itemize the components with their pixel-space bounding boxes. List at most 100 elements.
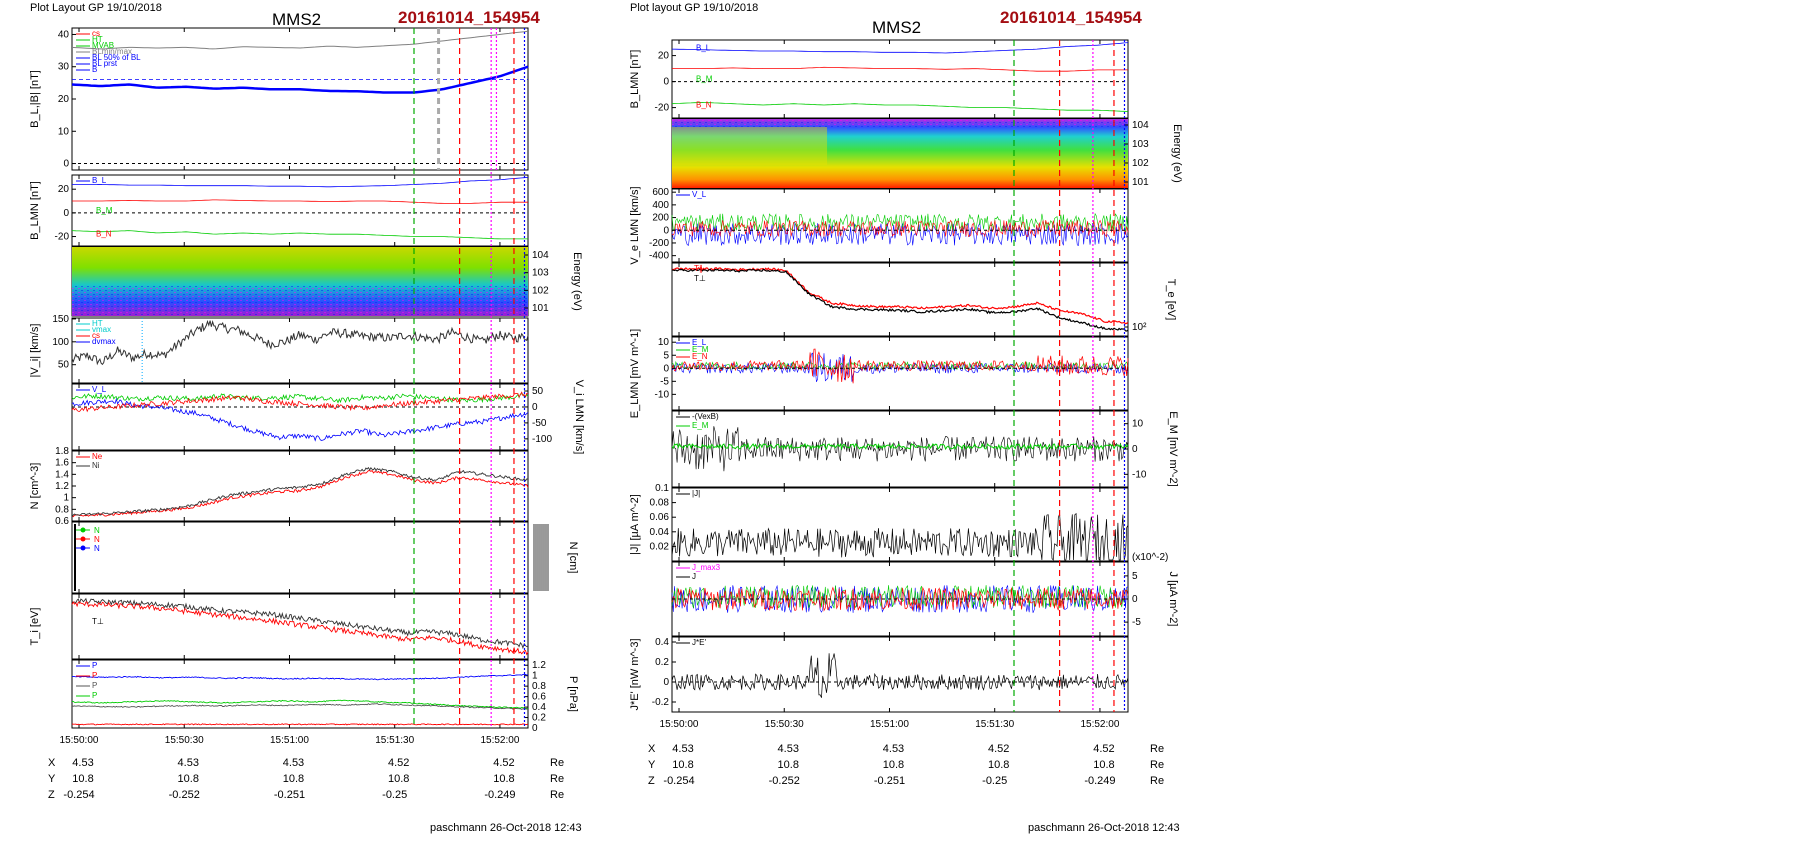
legend-R5-0: E_L [692,338,707,347]
orbit-right-value-0-0: 4.53 [672,743,693,755]
ytick-label-R3-4: -200 [649,238,669,249]
ytick-label-R3-0: 600 [652,187,669,198]
legend-L1-6: B [92,65,97,74]
orbit-right-value-2-0: -0.254 [663,775,694,787]
ytick-label-L5-1: 0 [532,402,538,413]
ytick-label-L1-1: 10 [58,126,70,137]
legend-L4-2: cs [92,331,100,340]
time-label-left-3: 15:51:30 [375,735,414,746]
right-footer: paschmann 26-Oct-2018 12:43 [1028,822,1180,834]
ytick-label-L3-3: 101 [532,303,549,314]
legend-R6-1: E_M [692,421,709,430]
series-V_M [71,392,529,404]
ytick-label-L1-0: 0 [63,159,69,170]
ytick-label-L4-0: 50 [58,360,70,371]
ytick-label-R1-2: 20 [658,51,670,62]
orbit-left-value-1-4: 10.8 [493,773,514,785]
legend-R4-1: T⊥ [694,274,706,283]
ylabel-R2: Energy (eV) [1171,124,1183,183]
ylabel-R4: T_e [eV] [1165,279,1177,321]
legend-R5-1: E_M [692,345,709,354]
orbit-left-unit-0: Re [550,757,564,769]
time-label-left-4: 15:52:00 [480,735,519,746]
ytick-label-R3-3: 0 [663,225,669,236]
panel-frame-L4 [71,317,529,384]
series-B_M [672,66,1128,72]
orbit-left-unit-2: Re [550,789,564,801]
ytick-label-R5-0: 10 [658,337,670,348]
legend-L4-3: dvmax [92,337,116,346]
orbit-left-value-2-4: -0.249 [484,789,515,801]
panel-frame-L7 [71,521,529,594]
ylabel-R1: B_LMN [nT] [629,50,641,109]
orbit-left-value-0-3: 4.52 [388,757,409,769]
series-VexB [671,426,1129,472]
ytick-label-L6-6: 1.8 [55,446,69,457]
spectrogram-left-noise [72,284,528,316]
panel-frame-R4 [671,262,1129,337]
legend-R4-0: T∥ [694,264,703,273]
orbit-left-label-1: Y [48,773,56,785]
series-J_N [671,586,1129,612]
ytick-label-L6-4: 1.4 [55,469,69,480]
ytick-label-R2-2: 102 [1132,158,1149,169]
ytick-label-R8-1: 0 [1132,594,1138,605]
spectrogram-right [672,119,1128,188]
orbit-left-value-0-0: 4.53 [72,757,93,769]
orbit-right-value-0-1: 4.53 [778,743,799,755]
panel-frame-R1 [671,39,1129,119]
legend-marker-L7-0 [80,527,86,533]
ylabel-L1: B_L,|B| [nT] [29,70,41,128]
orbit-left-value-2-2: -0.251 [274,789,305,801]
orbit-right-value-2-3: -0.25 [982,775,1007,787]
orbit-right-value-2-1: -0.252 [769,775,800,787]
ytick-label-L2-2: 20 [58,184,70,195]
ytick-label-R1-0: -20 [655,103,670,114]
orbit-right-value-0-3: 4.52 [988,743,1009,755]
ytick-label-R6-2: -10 [1132,469,1147,480]
ylabel-R3: V_e LMN [km/s] [629,186,641,264]
legend-L7-0: N [94,526,100,535]
orbit-right-label-0: X [648,743,656,755]
ytick-label-R9-3: -0.2 [652,697,670,708]
legend-R9-0: J*E' [692,638,706,647]
ytick-label-L6-0: 0.6 [55,516,69,527]
series-E_N [671,348,1129,384]
ytick-label-R7-2: 0.06 [650,512,670,523]
orbit-right-value-2-2: -0.251 [874,775,905,787]
legend-R1-2: B_N [696,101,712,110]
time-label-right-3: 15:51:30 [975,719,1014,730]
series-T_perp [71,601,529,656]
time-label-right-4: 15:52:00 [1080,719,1119,730]
spectrogram-right-hot [672,127,828,165]
ylabel-L4: |V_i| [km/s] [29,323,41,377]
series-B_L [72,177,529,188]
ytick-label-R2-3: 101 [1132,177,1149,188]
ytick-label-R9-1: 0.2 [655,657,669,668]
left-footer: paschmann 26-Oct-2018 12:43 [430,822,582,834]
series-P_e [72,699,529,709]
orbit-right-value-1-3: 10.8 [988,759,1009,771]
legend-marker-L7-2 [80,545,86,551]
ylabel-L8: T_i [eV] [29,608,41,646]
legend-L4-1: vmax [92,325,111,334]
series-E_M [671,360,1129,371]
legend-R5-2: E_N [692,352,708,361]
series-E_M [671,442,1129,451]
ytick-label-L1-3: 30 [58,62,70,73]
legend-L7-1: N [94,535,100,544]
panel-frame-R9 [671,636,1129,713]
panel-frame-R3 [671,188,1129,263]
time-label-right-2: 15:51:00 [870,719,909,730]
legend-R1-0: B_L [696,43,711,52]
legend-L1-1: HT [92,35,103,44]
left-layout-label: Plot Layout GP 19/10/2018 [30,2,162,14]
legend-L1-4: BL 50% of BL [92,53,141,62]
ytick-label-R8-2: -5 [1132,617,1141,628]
orbit-right-value-2-4: -0.249 [1084,775,1115,787]
ytick-label-L2-1: 0 [63,208,69,219]
legend-L9-1: P [92,671,97,680]
ytick-label-R5-1: 5 [663,350,669,361]
ytick-label-L9-2: 0.4 [532,702,546,713]
